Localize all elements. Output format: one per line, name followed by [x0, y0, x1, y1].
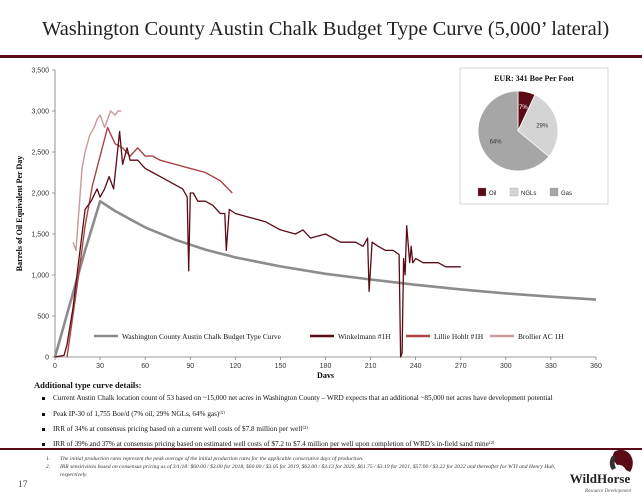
x-axis-label: Days — [317, 371, 334, 378]
chart-series — [53, 110, 597, 358]
logo-wordmark: WildHorse — [570, 471, 631, 486]
page-number: 17 — [18, 480, 28, 490]
x-tick-label: 150 — [275, 363, 287, 370]
x-tick-label: 270 — [455, 363, 467, 370]
x-tick-label: 360 — [590, 363, 602, 370]
y-tick-label: 1,000 — [31, 273, 49, 280]
detail-bullet-3: IRR of 34% at consensus pricing based on… — [42, 424, 308, 433]
x-tick-label: 330 — [545, 363, 557, 370]
x-tick-label: 300 — [500, 363, 512, 370]
horse-head-icon — [612, 449, 633, 472]
wildhorse-logo: WildHorse Resource Development — [570, 449, 633, 494]
pie-slice-label: 64% — [490, 140, 503, 146]
pie-title: EUR: 341 Boe Per Foot — [494, 74, 574, 83]
type-curve-chart: 0 500 1,000 1,500 2,000 2,500 3,000 3,500 0 30 60 9… — [15, 67, 609, 379]
x-tick-label: 210 — [365, 363, 377, 370]
chart-axes: 0 500 1,000 1,500 2,000 2,500 3,000 3,500 0 30 60 9… — [15, 68, 602, 379]
x-tick-label: 120 — [229, 363, 241, 370]
details-header: Additional type curve details: — [34, 380, 142, 390]
y-tick-label: 0 — [45, 355, 49, 362]
chart-legend: Washington County Austin Chalk Budget Ty… — [94, 332, 564, 341]
x-tick-label: 60 — [141, 363, 149, 370]
bullet-icon — [42, 412, 45, 416]
footnote-2-cont: respectively. — [60, 472, 88, 478]
pie-legend-swatch — [477, 187, 487, 197]
bullet-icon — [42, 396, 45, 400]
page-title: Washington County Austin Chalk Budget Ty… — [42, 18, 610, 40]
eur-pie-chart: EUR: 341 Boe Per Foot 7% 29% 64% Oil NGLs Gas — [459, 67, 609, 205]
y-tick-label: 1,500 — [31, 232, 49, 239]
detail-bullet-2: Peak IP-30 of 1,755 Boe/d (7% oil, 29% N… — [42, 409, 225, 418]
y-tick-label: 3,000 — [31, 109, 49, 116]
y-tick-label: 2,500 — [31, 150, 49, 157]
pie-legend-label: Gas — [561, 191, 572, 197]
detail-bullet-1: Current Austin Chalk location count of 5… — [42, 394, 553, 402]
pie-slice-ngls — [517, 94, 559, 158]
legend-label: Brollier AC 1H — [518, 332, 564, 341]
logo-tagline: Resource Development — [584, 489, 632, 494]
pie-legend-label: NGLs — [521, 191, 536, 197]
series-lillie-hohlt-1h — [66, 126, 233, 358]
footnote-2: 2. IRR sensitivities based on consensus p… — [46, 464, 556, 470]
detail-bullet-4: IRR of 39% and 37% at consensus pricing … — [42, 439, 495, 448]
x-tick-label: 30 — [96, 363, 104, 370]
x-tick-label: 180 — [320, 363, 332, 370]
pie-legend-swatch — [549, 187, 559, 197]
series-winkelmann-1h — [54, 130, 461, 358]
series-brollier-ac-1h — [72, 110, 122, 252]
y-tick-label: 3,500 — [31, 68, 49, 75]
footer-divider — [0, 448, 642, 450]
footnote-1: 1. The initial production rates represent… — [46, 456, 364, 462]
x-tick-label: 240 — [410, 363, 422, 370]
pie-slice-gas — [477, 90, 550, 172]
x-tick-label: 90 — [186, 363, 194, 370]
title-divider — [0, 55, 642, 58]
bullet-icon — [42, 442, 45, 446]
y-tick-label: 500 — [37, 314, 49, 321]
legend-label: Winkelmann #1H — [338, 332, 391, 341]
horse-mane-icon — [609, 456, 616, 470]
series-budget-type-curve — [53, 199, 597, 358]
pie-legend-label: Oil — [489, 191, 496, 197]
pie-legend-swatch — [509, 187, 519, 197]
legend-label: Washington County Austin Chalk Budget Ty… — [122, 332, 282, 341]
legend-label: Lillie Hohlt #1H — [434, 332, 484, 341]
x-tick-label: 0 — [53, 363, 57, 370]
bullet-icon — [42, 427, 45, 431]
pie-slice-label: 29% — [536, 124, 549, 130]
y-tick-label: 2,000 — [31, 191, 49, 198]
y-axis-label: Barrels of Oil Equivalent Per Day — [15, 156, 24, 271]
pie-slice-label: 7% — [519, 105, 528, 111]
